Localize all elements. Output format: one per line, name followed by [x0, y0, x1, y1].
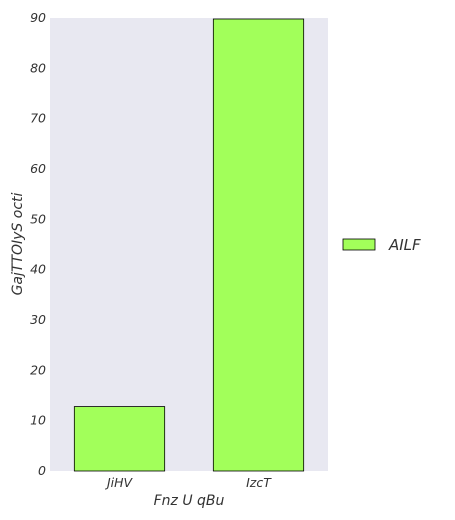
y-tick-label: 30 — [30, 312, 46, 327]
legend: AILF — [342, 236, 421, 254]
y-tick-label: 60 — [30, 161, 46, 176]
x-tick-label: JiHV — [104, 475, 134, 490]
legend-label: AILF — [388, 236, 421, 254]
bar-IzcT — [212, 18, 305, 472]
y-tick-label: 80 — [30, 60, 46, 75]
y-tick-label: 40 — [30, 262, 46, 277]
y-tick-label: 0 — [38, 463, 46, 478]
y-axis-label: GajTTOIyS octi — [10, 192, 26, 295]
y-tick-label: 70 — [30, 111, 46, 126]
y-tick-label: 10 — [30, 413, 46, 428]
y-tick-label: 50 — [30, 211, 46, 226]
y-tick-label: 20 — [30, 362, 46, 377]
legend-swatch — [342, 238, 376, 251]
x-axis-label: Fnz U qBu — [154, 493, 225, 509]
bar-JiHV — [73, 406, 166, 472]
bars-group — [73, 18, 305, 472]
x-ticks-group: JiHV IzcT — [104, 475, 272, 490]
y-ticks-group: 0 10 20 30 40 50 60 70 80 90 — [30, 10, 46, 478]
x-tick-label: IzcT — [246, 475, 272, 490]
y-tick-label: 90 — [30, 10, 46, 25]
